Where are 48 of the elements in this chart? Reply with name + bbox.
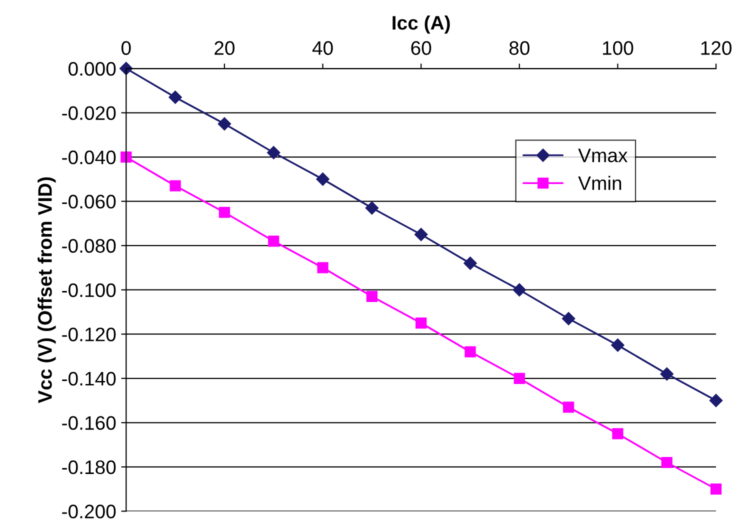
x-axis-title: Icc (A): [392, 15, 450, 34]
y-tick-label: -0.160: [62, 416, 116, 430]
point: [317, 262, 328, 274]
point: [170, 180, 181, 192]
point: [268, 236, 280, 247]
y-tick-label: -0.200: [62, 504, 116, 518]
y-tick-label: -0.180: [62, 460, 116, 474]
y-tick-label: -0.040: [62, 150, 116, 164]
point: [464, 256, 477, 270]
x-tick-label: 40: [312, 41, 333, 55]
point: [512, 283, 526, 296]
point: [365, 201, 379, 215]
point: [218, 117, 232, 130]
point: [612, 428, 624, 440]
y-axis-title: Vcc (V) (Offset from VID): [38, 177, 56, 404]
point: [562, 312, 576, 326]
point: [710, 484, 722, 495]
x-tick-label: 100: [602, 41, 634, 55]
point: [218, 206, 230, 218]
point: [464, 346, 476, 358]
y-tick-label: -0.060: [62, 194, 116, 209]
point: [416, 317, 427, 329]
point: [611, 338, 624, 352]
y-tick-label: -0.100: [62, 283, 116, 298]
point: [661, 456, 672, 468]
x-tick-label: 80: [509, 41, 530, 55]
x-tick-label: 60: [411, 41, 432, 55]
legend-label: Vmin: [578, 176, 622, 190]
point: [414, 228, 428, 242]
point: [267, 146, 280, 160]
x-tick-label: 20: [214, 41, 235, 55]
point: [563, 402, 574, 413]
y-tick-label: -0.080: [62, 239, 116, 253]
point: [168, 90, 182, 104]
x-tick-label: 120: [701, 41, 732, 55]
y-tick-label: -0.120: [62, 328, 116, 342]
x-tick-label: 0: [121, 41, 131, 55]
y-tick-label: -0.140: [62, 372, 116, 386]
y-tick-label: 0.000: [68, 62, 116, 76]
point: [660, 367, 674, 381]
point: [366, 290, 378, 302]
legend-label: Vmax: [578, 148, 628, 162]
point: [120, 62, 133, 76]
point: [514, 372, 525, 384]
y-tick-label: -0.020: [62, 106, 116, 120]
point: [120, 151, 132, 163]
point: [709, 394, 723, 408]
point: [316, 172, 330, 186]
